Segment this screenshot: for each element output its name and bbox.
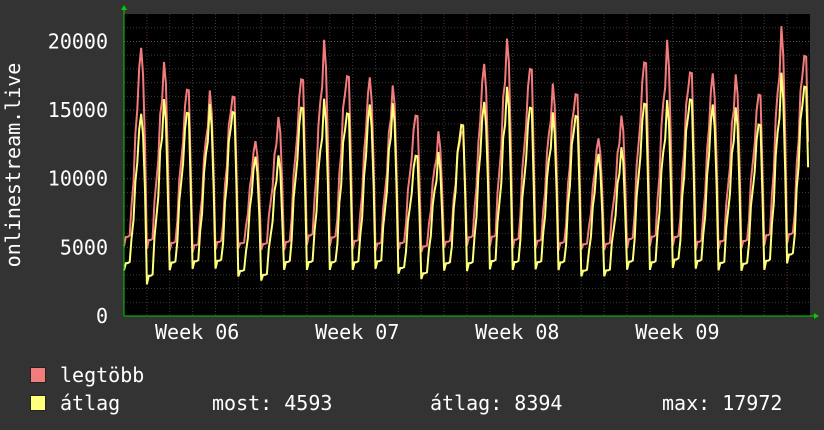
legend-label-max: legtöbb <box>60 363 145 387</box>
legend-label-avg: átlag <box>60 391 121 415</box>
axes <box>121 5 819 319</box>
y-axis-arrow <box>121 5 127 10</box>
y-tick-label: 5000 <box>60 235 108 259</box>
y-tick-label: 15000 <box>48 98 108 122</box>
tick-labels: 0 5000 10000 15000 20000 Week 06 Week 07 Week 0… <box>48 29 720 340</box>
stat-now: most: 4593 <box>212 391 333 415</box>
x-tick-label: Week 06 <box>155 320 239 340</box>
legend-swatch-max <box>30 367 46 383</box>
x-tick-label: Week 09 <box>635 320 719 340</box>
y-tick-label: 10000 <box>48 167 108 191</box>
legend-item-max: legtöbb <box>30 364 144 386</box>
legend-item-avg: átlag <box>30 392 120 414</box>
y-tick-label: 0 <box>96 304 108 328</box>
series-line-avg <box>123 72 810 285</box>
y-axis-label: onlinestream.live <box>1 63 25 268</box>
series-layer <box>123 26 810 285</box>
legend-swatch-avg <box>30 395 46 411</box>
stat-average: átlag: 8394 <box>430 391 563 415</box>
chart: 0 5000 10000 15000 20000 Week 06 Week 07 Week 0… <box>1 5 819 340</box>
x-axis-arrow <box>814 313 819 319</box>
y-tick-label: 20000 <box>48 29 108 53</box>
x-tick-label: Week 08 <box>475 320 559 340</box>
stat-max: max: 17972 <box>662 391 783 415</box>
x-tick-label: Week 07 <box>315 320 399 340</box>
